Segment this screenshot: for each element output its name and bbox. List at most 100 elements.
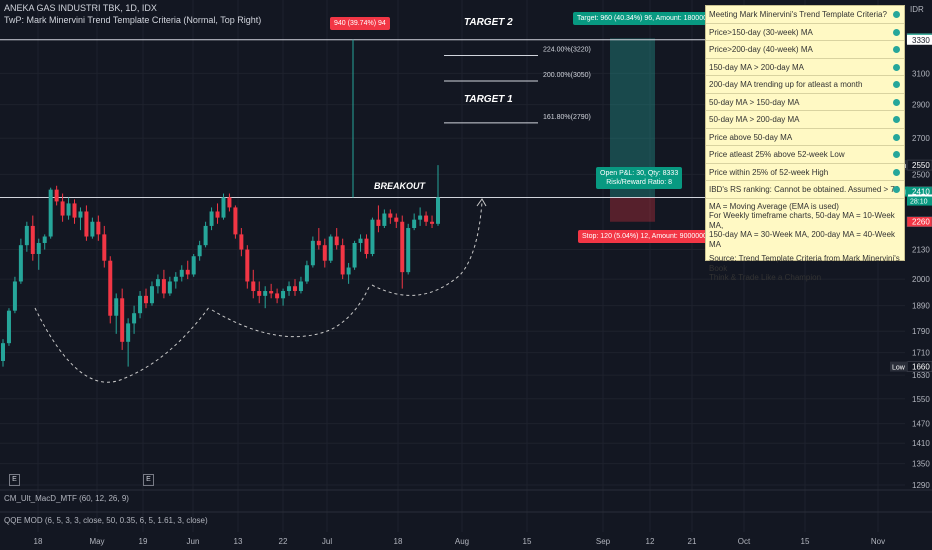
candle[interactable]	[245, 245, 250, 289]
candle-body	[287, 286, 292, 292]
qqe-indicator-title[interactable]: QQE MOD (6, 5, 3, 3, close, 50, 0.35, 6,…	[4, 516, 208, 525]
candle-body	[185, 269, 190, 275]
candle[interactable]	[251, 269, 256, 299]
price-axis[interactable]: IDR3100290027002500238021302000189017901…	[890, 5, 932, 490]
candle[interactable]	[322, 238, 327, 268]
candle[interactable]	[48, 187, 53, 239]
candle[interactable]	[126, 318, 131, 367]
candle[interactable]	[144, 288, 149, 309]
candle[interactable]	[54, 185, 59, 206]
candle[interactable]	[1, 339, 5, 367]
candle[interactable]	[269, 283, 274, 299]
candle[interactable]	[412, 213, 417, 231]
candle-body	[126, 323, 131, 342]
candle[interactable]	[18, 238, 23, 284]
time-tick-label: 22	[279, 537, 288, 546]
candle[interactable]	[66, 197, 71, 220]
criteria-row: 200-day MA trending up for atleast a mon…	[706, 76, 904, 94]
candle[interactable]	[310, 236, 315, 268]
candle[interactable]	[173, 272, 178, 289]
candle-body	[132, 313, 137, 324]
candle[interactable]	[227, 193, 232, 212]
candle[interactable]	[138, 291, 143, 319]
candle[interactable]	[42, 234, 47, 250]
candle[interactable]	[376, 205, 381, 233]
candle[interactable]	[298, 276, 303, 294]
candle[interactable]	[304, 260, 309, 284]
candle[interactable]	[364, 234, 369, 259]
candle[interactable]	[72, 199, 77, 224]
earnings-marker-1[interactable]: E	[9, 474, 20, 486]
candle-body	[167, 281, 172, 294]
indicator-title[interactable]: TwP: Mark Minervini Trend Template Crite…	[4, 15, 262, 25]
candle[interactable]	[167, 276, 172, 296]
candle[interactable]	[191, 253, 196, 277]
candle-body	[161, 279, 166, 294]
candle[interactable]	[263, 286, 268, 309]
candle[interactable]	[179, 265, 184, 282]
price-tick-label: 2900	[912, 101, 930, 110]
candle[interactable]	[340, 238, 345, 280]
price-tick-label: 1290	[912, 481, 930, 490]
candle[interactable]	[257, 281, 262, 304]
candle[interactable]	[102, 225, 107, 268]
candle-body	[352, 242, 357, 268]
candle[interactable]	[292, 279, 297, 296]
candle[interactable]	[287, 281, 292, 296]
candle[interactable]	[197, 240, 202, 261]
candle[interactable]	[60, 193, 65, 222]
candle[interactable]	[30, 215, 35, 261]
candle[interactable]	[382, 209, 387, 229]
candle[interactable]	[96, 215, 101, 241]
candle[interactable]	[394, 213, 399, 229]
candle[interactable]	[233, 205, 238, 239]
candle[interactable]	[155, 274, 160, 294]
candle[interactable]	[161, 269, 166, 299]
candle-body	[322, 245, 327, 261]
candle[interactable]	[84, 205, 89, 241]
candle[interactable]	[370, 217, 375, 257]
candle[interactable]	[114, 293, 119, 334]
candle[interactable]	[352, 240, 357, 270]
candle[interactable]	[418, 207, 423, 226]
candle[interactable]	[90, 217, 95, 239]
candle[interactable]	[108, 256, 113, 324]
candle[interactable]	[406, 223, 411, 275]
candle[interactable]	[239, 228, 244, 257]
candle[interactable]	[185, 260, 190, 280]
candle[interactable]	[221, 193, 226, 220]
candle[interactable]	[388, 209, 393, 224]
candle[interactable]	[328, 234, 333, 263]
candle[interactable]	[12, 276, 17, 314]
candle-body	[424, 215, 429, 222]
candle[interactable]	[203, 221, 208, 248]
macd-indicator-title[interactable]: CM_Ult_MacD_MTF (60, 12, 26, 9)	[4, 494, 129, 503]
candle[interactable]	[78, 207, 83, 231]
candle[interactable]	[430, 215, 435, 229]
candle-body	[96, 221, 101, 235]
candle-body	[24, 225, 29, 246]
candle[interactable]	[275, 288, 280, 304]
candle-body	[334, 236, 339, 246]
candle[interactable]	[346, 262, 351, 284]
candle-body	[304, 265, 309, 282]
candle[interactable]	[400, 215, 405, 289]
candle[interactable]	[316, 228, 321, 250]
candle[interactable]	[215, 203, 220, 224]
candle[interactable]	[24, 221, 29, 252]
candle[interactable]	[209, 207, 214, 231]
earnings-marker-2[interactable]: E	[143, 474, 154, 486]
candle[interactable]	[358, 234, 363, 252]
candle[interactable]	[424, 211, 429, 226]
candle[interactable]	[132, 305, 137, 334]
candle-body	[400, 221, 405, 273]
time-axis[interactable]: 18 May 19 Jun 13 22 Jul 18 Aug 15 Sep 12 21 Oct 15 Nov	[34, 537, 886, 546]
candle[interactable]	[149, 281, 154, 306]
candle[interactable]	[281, 288, 286, 306]
candle[interactable]	[334, 228, 339, 250]
candle[interactable]	[120, 288, 125, 350]
candlesticks[interactable]	[1, 165, 440, 367]
candle[interactable]	[36, 238, 41, 270]
candle[interactable]	[436, 165, 440, 226]
candle[interactable]	[6, 308, 11, 346]
